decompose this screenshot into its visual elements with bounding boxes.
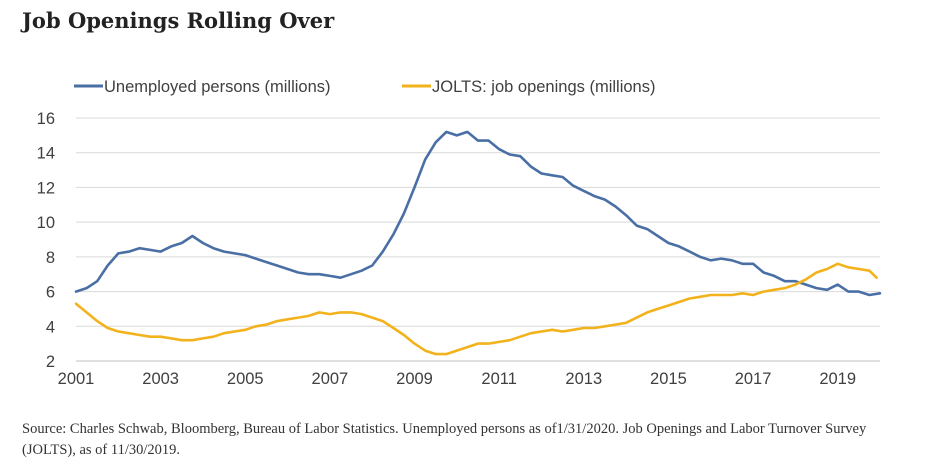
x-tick-label: 2005 (227, 370, 264, 388)
x-tick-label: 2019 (819, 370, 856, 388)
legend: Unemployed persons (millions) JOLTS: job… (74, 78, 655, 96)
x-tick-label: 2007 (312, 370, 349, 388)
x-tick-label: 2003 (142, 370, 179, 388)
y-tick-label: 12 (37, 179, 55, 197)
x-tick-label: 2009 (396, 370, 433, 388)
y-tick-label: 6 (46, 284, 55, 302)
y-tick-label: 2 (46, 353, 55, 371)
x-tick-label: 2015 (650, 370, 687, 388)
y-tick-label: 14 (37, 145, 55, 163)
line-chart: Unemployed persons (millions) JOLTS: job… (37, 78, 882, 388)
x-tick-label: 2013 (565, 370, 602, 388)
x-tick-label: 2001 (58, 370, 95, 388)
x-axis: 2001 2003 2005 2007 2009 2011 2013 2015 2017 2019 (58, 360, 880, 388)
x-tick-label: 2017 (735, 370, 772, 388)
legend-label-jolts: JOLTS: job openings (millions) (432, 78, 655, 96)
y-axis: 2 4 6 8 10 12 14 16 (37, 110, 55, 371)
source-note: Source: Charles Schwab, Bloomberg, Burea… (22, 421, 867, 458)
gridlines (76, 117, 880, 327)
y-tick-label: 10 (37, 214, 55, 232)
legend-label-unemployed: Unemployed persons (millions) (104, 78, 331, 96)
series-line-jolts (74, 262, 878, 356)
series-line-unemployed (74, 130, 882, 297)
x-tick-label: 2011 (481, 370, 516, 388)
y-tick-label: 16 (37, 110, 55, 128)
page-title: Job Openings Rolling Over (22, 8, 335, 33)
y-tick-label: 4 (46, 318, 55, 336)
series-lines (74, 130, 882, 356)
y-tick-label: 8 (46, 249, 55, 267)
